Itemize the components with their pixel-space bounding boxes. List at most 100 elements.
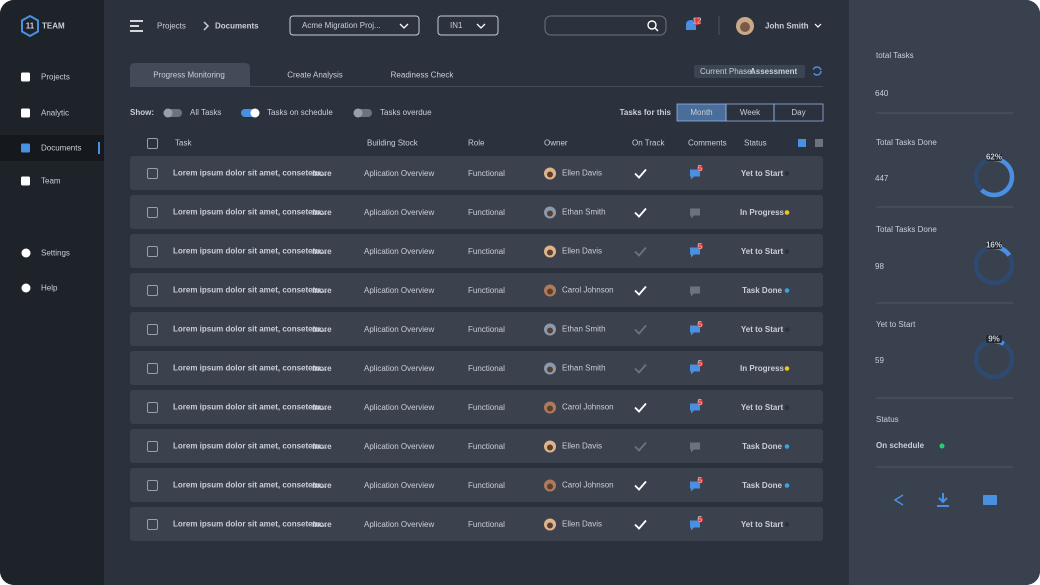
column-header[interactable]: Comments	[688, 139, 727, 148]
logo-text: TEAM	[42, 22, 65, 31]
comment-icon[interactable]	[690, 169, 700, 180]
comment-icon[interactable]	[690, 247, 700, 258]
comment-badge-count: 5	[698, 398, 703, 407]
email-icon[interactable]	[983, 495, 997, 505]
grid-view-icon[interactable]	[815, 139, 823, 147]
comment-icon[interactable]	[690, 286, 700, 297]
table-row	[130, 507, 823, 541]
list-view-icon[interactable]	[798, 139, 806, 147]
more-link[interactable]: more	[312, 247, 332, 256]
tab[interactable]: Create Analysis	[287, 71, 343, 80]
more-link[interactable]: more	[312, 442, 332, 451]
role: Functional	[468, 481, 505, 490]
header-checkbox[interactable]	[147, 138, 158, 149]
project-select[interactable]	[289, 15, 420, 36]
more-link[interactable]: more	[312, 208, 332, 217]
role: Functional	[468, 520, 505, 529]
owner-name: Carol Johnson	[562, 403, 614, 412]
column-header[interactable]: Status	[744, 139, 767, 148]
row-checkbox[interactable]	[147, 168, 158, 179]
more-link[interactable]: more	[312, 325, 332, 334]
role: Functional	[468, 169, 505, 178]
item-select-text: IN1	[450, 21, 463, 30]
column-header[interactable]: Building Stock	[367, 139, 419, 148]
more-link[interactable]: more	[312, 286, 332, 295]
task-text: Lorem ipsum dolor sit amet, consetetu...	[173, 169, 327, 178]
row-checkbox[interactable]	[147, 402, 158, 413]
on-track-check	[634, 363, 647, 374]
column-header[interactable]: Role	[468, 139, 485, 148]
row-checkbox[interactable]	[147, 441, 158, 452]
comment-icon[interactable]	[690, 403, 700, 414]
status: In Progress	[740, 364, 785, 373]
phase-value: Assessment	[750, 67, 797, 76]
refresh-icon[interactable]	[812, 66, 822, 76]
row-checkbox[interactable]	[147, 207, 158, 218]
task-text: Lorem ipsum dolor sit amet, consetetu...	[173, 520, 327, 529]
percent-badge	[986, 335, 1002, 343]
nav-icon	[21, 108, 30, 118]
more-link[interactable]: more	[312, 403, 332, 412]
share-icon[interactable]	[893, 494, 904, 506]
more-link[interactable]: more	[312, 364, 332, 373]
owner-name: Ethan Smith	[562, 325, 606, 334]
comment-badge	[697, 360, 703, 367]
status: Task Done	[742, 442, 782, 451]
comment-icon[interactable]	[690, 520, 700, 531]
logo-hex	[21, 14, 39, 38]
owner-name: Ethan Smith	[562, 208, 606, 217]
stat-label: Total Tasks Done	[876, 225, 937, 234]
role: Functional	[468, 403, 505, 412]
nav-label[interactable]: Documents	[41, 144, 81, 153]
row-checkbox[interactable]	[147, 480, 158, 491]
column-header[interactable]: Owner	[544, 139, 568, 148]
select-chevron	[399, 23, 409, 29]
row-checkbox[interactable]	[147, 324, 158, 335]
status-dot	[784, 249, 790, 254]
comment-badge-count: 5	[698, 476, 703, 485]
status-dot	[784, 405, 790, 410]
status-dot	[784, 522, 790, 527]
stat-label: total Tasks	[876, 51, 914, 60]
search-box[interactable]	[544, 15, 667, 36]
breadcrumb-parent[interactable]: Projects	[157, 22, 186, 31]
role: Functional	[468, 208, 505, 217]
comment-badge	[697, 399, 703, 406]
tab[interactable]: Progress Monitoring	[153, 71, 225, 80]
status: In Progress	[740, 208, 785, 217]
comment-icon[interactable]	[690, 481, 700, 492]
owner-avatar-face	[547, 327, 553, 334]
comment-icon[interactable]	[690, 325, 700, 336]
breadcrumb-chevron	[203, 21, 210, 31]
column-header[interactable]: Task	[175, 139, 192, 148]
comment-icon[interactable]	[690, 442, 700, 453]
row-checkbox[interactable]	[147, 246, 158, 257]
more-link[interactable]: more	[312, 481, 332, 490]
on-track-check	[634, 480, 647, 491]
owner-avatar-face	[547, 288, 553, 295]
row-checkbox[interactable]	[147, 363, 158, 374]
nav-label[interactable]: Projects	[41, 73, 70, 82]
column-header[interactable]: On Track	[632, 139, 665, 148]
on-track-check	[634, 285, 647, 296]
more-link[interactable]: more	[312, 520, 332, 529]
tab[interactable]: Readiness Check	[391, 71, 455, 80]
period-option[interactable]	[773, 103, 824, 122]
more-link[interactable]: more	[312, 169, 332, 178]
task-text: Lorem ipsum dolor sit amet, consetetu...	[173, 247, 327, 256]
toggle-label: Tasks on schedule	[267, 108, 333, 117]
item-select[interactable]	[437, 15, 499, 36]
nav-label[interactable]: Team	[41, 177, 61, 186]
user-name[interactable]: John Smith	[765, 22, 809, 31]
status: Yet to Start	[741, 247, 784, 256]
nav-label[interactable]: Settings	[41, 249, 70, 258]
row-checkbox[interactable]	[147, 285, 158, 296]
row-checkbox[interactable]	[147, 519, 158, 530]
comment-icon[interactable]	[690, 364, 700, 375]
nav-label[interactable]: Help	[41, 284, 58, 293]
nav-label[interactable]: Analytic	[41, 109, 69, 118]
comment-icon[interactable]	[690, 208, 700, 219]
owner-avatar-face	[547, 171, 553, 178]
download-icon[interactable]	[937, 493, 949, 507]
toggle-knob	[250, 108, 260, 118]
